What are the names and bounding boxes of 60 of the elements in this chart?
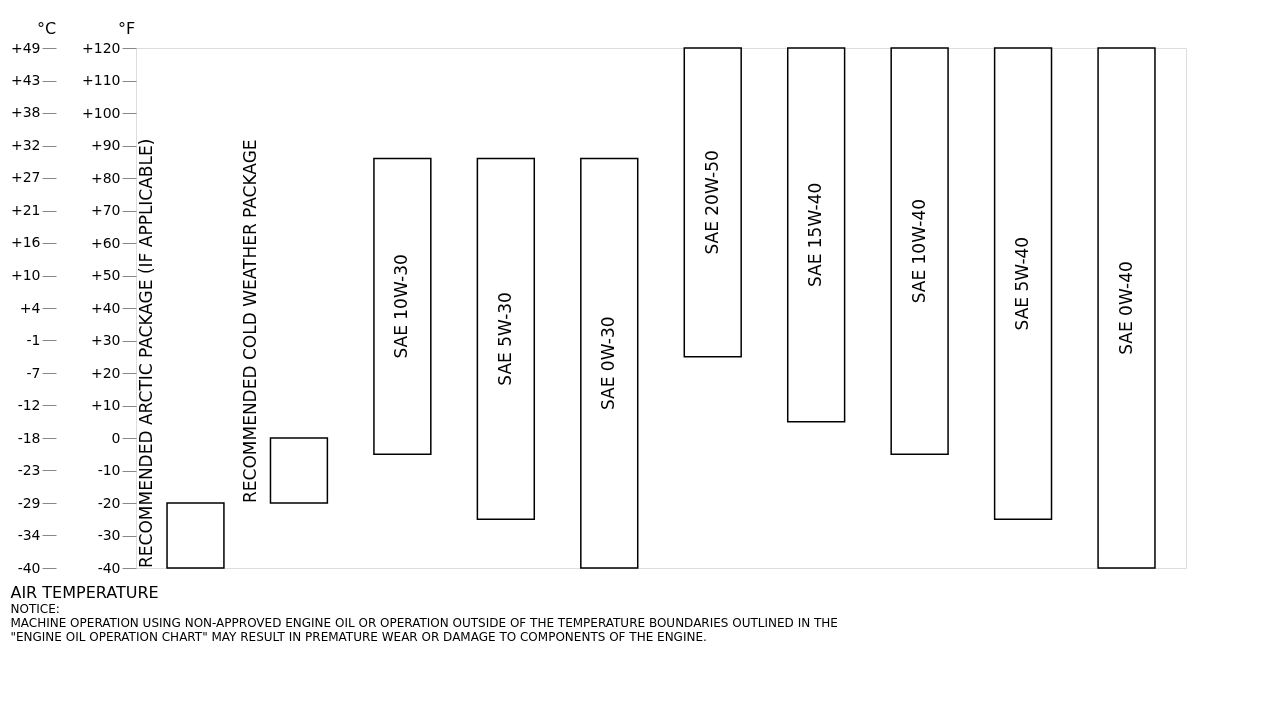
- y-tick-label: -30: [97, 527, 121, 543]
- y2-tick-label: -23: [17, 461, 41, 478]
- y2-axis-title: °C: [36, 18, 57, 38]
- y2-tick-label: +49: [10, 39, 41, 56]
- y2-tick-label: -34: [17, 526, 41, 543]
- y2-tick-label: -40: [17, 559, 41, 576]
- y2-tick-label: -1: [26, 331, 41, 348]
- y-tick-label: 0: [111, 429, 121, 446]
- x-tick-label: SAE 20W-50: [701, 150, 722, 255]
- y-tick-label: -40: [97, 559, 121, 576]
- y2-tick-label: +27: [10, 169, 41, 186]
- y-tick-label: +80: [90, 169, 121, 186]
- x-tick-label: RECOMMENDED ARCTIC PACKAGE (IF APPLICABLE): [136, 138, 157, 568]
- text: MACHINE OPERATION USING NON-APPROVED ENGINE OIL OR OPERATION OUTSIDE OF THE TEMPERATURE BOUNDARIES OUTLINED IN THE: [10, 616, 838, 630]
- y-axis-title: °F: [117, 18, 136, 38]
- y-tick-label: -10: [97, 462, 121, 478]
- y-tick-label: +40: [90, 299, 121, 316]
- y-tick-label: +60: [90, 234, 121, 251]
- bar: [476, 157, 536, 520]
- y2-tick-label: -12: [17, 396, 41, 413]
- y2-tick-label: +21: [10, 202, 41, 219]
- text: AIR TEMPERATURE: [10, 583, 159, 602]
- y-tick-label: +100: [82, 104, 121, 121]
- y-tick-label: -20: [97, 494, 121, 511]
- bar: [373, 157, 432, 455]
- bar: [786, 47, 846, 423]
- x-tick-label: SAE 0W-30: [598, 316, 619, 411]
- y2-tick-label: -18: [17, 429, 41, 446]
- y-tick-label: +120: [82, 39, 121, 56]
- y2-tick-label: +38: [10, 104, 41, 121]
- x-tick-label: SAE 10W-30: [391, 254, 412, 359]
- y-tick-label: +30: [90, 332, 121, 348]
- x-tick-label: RECOMMENDED COLD WEATHER PACKAGE: [239, 139, 260, 503]
- bar: [1097, 47, 1156, 569]
- y-tick-label: +50: [90, 267, 121, 283]
- x-tick-label: SAE 15W-40: [805, 182, 826, 288]
- bar: [580, 157, 639, 569]
- bar: [683, 47, 742, 358]
- x-tick-label: SAE 10W-40: [908, 198, 929, 304]
- bar: [993, 47, 1053, 520]
- y2-tick-label: +4: [19, 299, 41, 316]
- y2-tick-label: +10: [10, 267, 41, 284]
- y-tick-label: +110: [82, 72, 121, 88]
- y-tick-label: +70: [90, 202, 121, 218]
- x-tick-label: SAE 5W-30: [494, 292, 515, 386]
- x-tick-label: SAE 0W-40: [1115, 261, 1136, 355]
- y-tick-label: +10: [90, 397, 121, 413]
- bar: [269, 437, 329, 504]
- text: "ENGINE OIL OPERATION CHART" MAY RESULT IN PREMATURE WEAR OR DAMAGE TO COMPONENTS OF THE ENGINE.: [10, 630, 707, 644]
- bar: [166, 502, 225, 569]
- bar: [890, 47, 949, 455]
- y-tick-label: +20: [90, 364, 121, 381]
- y2-tick-label: -29: [17, 494, 41, 511]
- text: NOTICE:: [10, 602, 60, 616]
- x-tick-label: SAE 5W-40: [1012, 236, 1033, 331]
- y2-tick-label: -7: [26, 364, 41, 381]
- y2-tick-label: +43: [10, 72, 41, 89]
- y-tick-label: +90: [90, 137, 121, 153]
- y2-tick-label: +16: [10, 234, 41, 251]
- y2-tick-label: +32: [10, 137, 41, 154]
